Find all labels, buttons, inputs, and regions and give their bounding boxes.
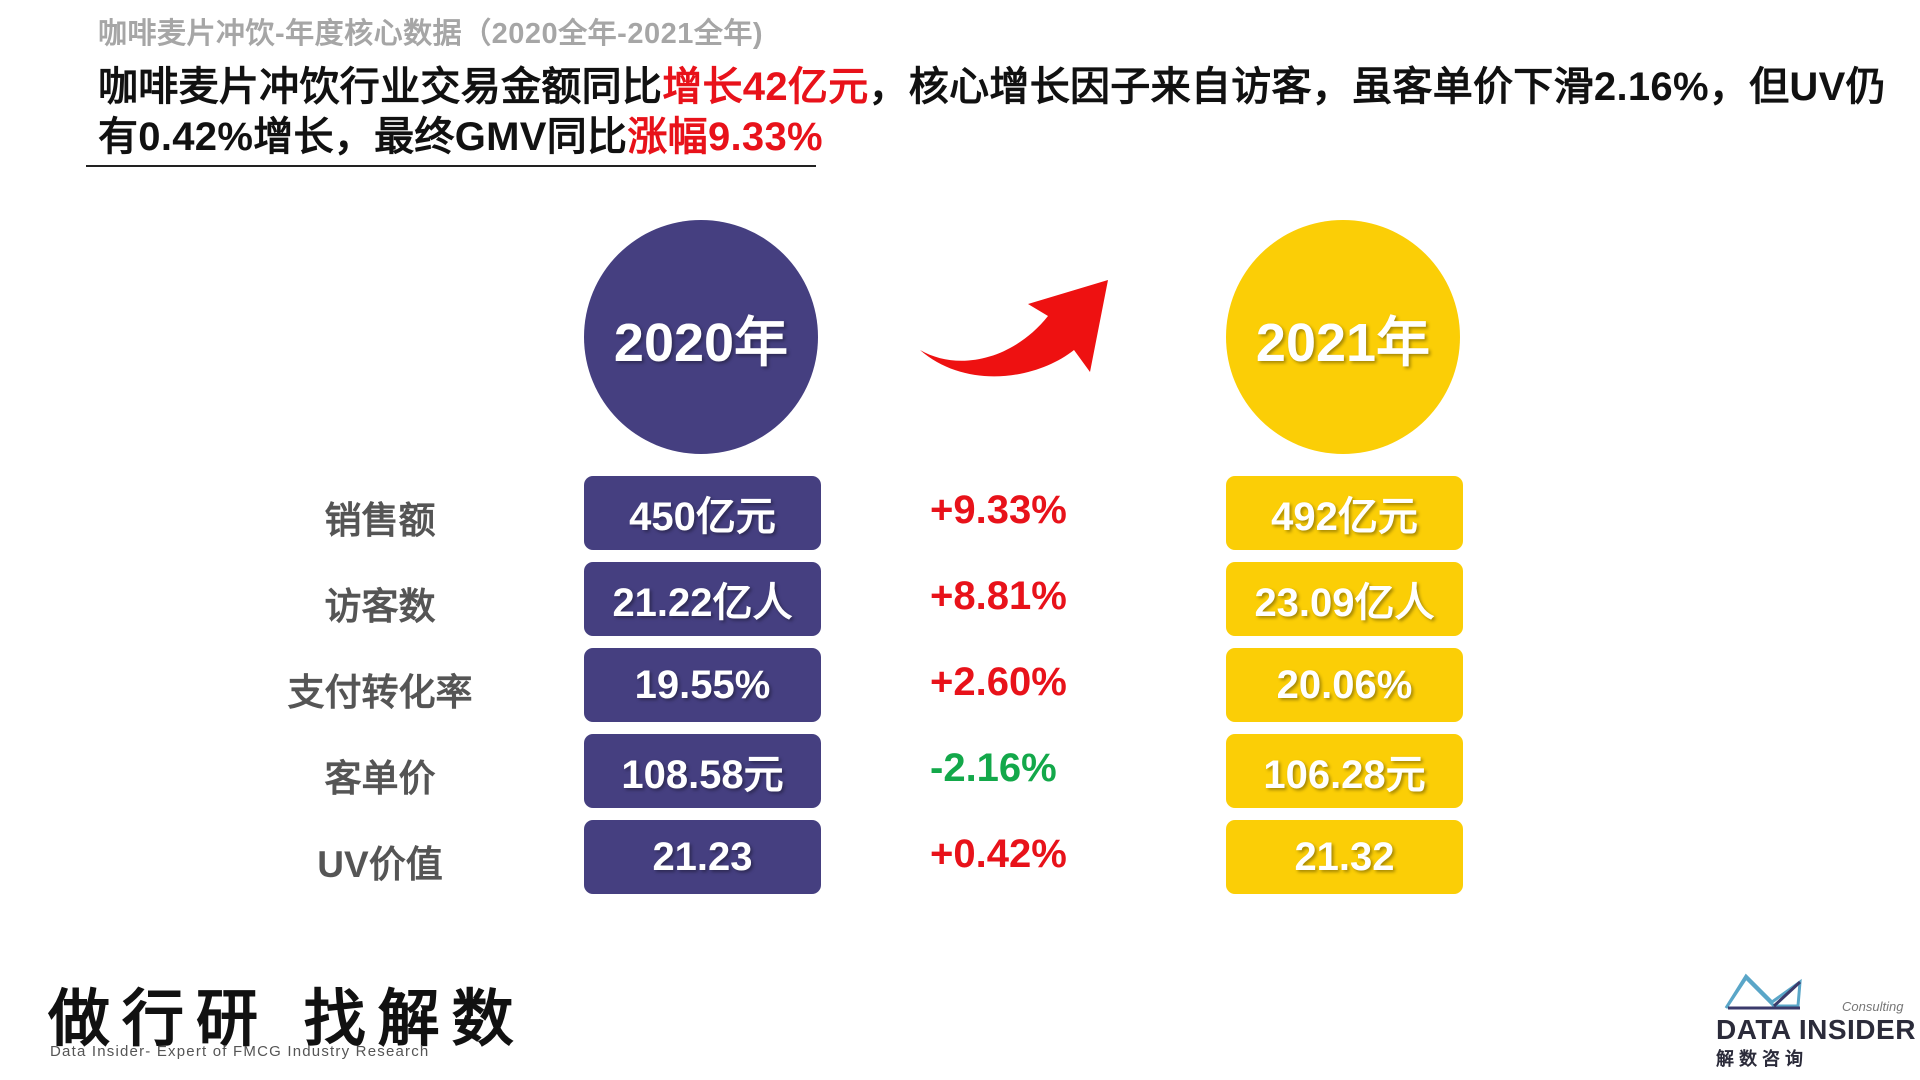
footer-tagline: Data Insider- Expert of FMCG Industry Re… [50, 1043, 430, 1060]
value-2021-unit-price: 106.28元 [1226, 734, 1463, 808]
value-2020-uv-value-text: 21.23 [652, 834, 753, 879]
brand-consulting-label: Consulting [1842, 999, 1904, 1014]
value-2020-conversion-text: 19.55% [634, 662, 771, 707]
header-underline [86, 165, 816, 167]
change-sales: +9.33% [930, 488, 1067, 532]
headline-text-2: ，核心增长因子来自访客，虽客单价下滑2.16%，但UV仍有0.42%增长，最终G… [98, 65, 1886, 159]
headline-text-1: 咖啡麦片冲饮行业交易金额同比 [98, 65, 663, 109]
metric-label-sales: 销售额 [324, 500, 436, 541]
year-2020-label: 2020年 [613, 312, 789, 373]
data-insider-logo-icon [1724, 973, 1802, 1010]
slide-headline: 咖啡麦片冲饮行业交易金额同比增长42亿元，核心增长因子来自访客，虽客单价下滑2.… [98, 62, 1898, 162]
value-2021-conversion-text: 20.06% [1276, 662, 1413, 707]
value-2020-visitors: 21.22亿人 [584, 562, 821, 636]
value-2021-uv-value: 21.32 [1226, 820, 1463, 894]
value-2021-sales: 492亿元 [1226, 476, 1463, 550]
value-2021-unit-price-text: 106.28元 [1263, 753, 1426, 797]
year-circle-2020: 2020年 [584, 220, 818, 454]
change-unit-price: -2.16% [930, 746, 1057, 790]
year-circle-2021: 2021年 [1226, 220, 1460, 454]
metric-label-uv-value: UV价值 [317, 844, 443, 885]
headline-highlight-growth: 增长42亿元 [662, 65, 869, 109]
value-2021-sales-text: 492亿元 [1271, 495, 1418, 539]
metric-label-unit-price: 客单价 [324, 758, 436, 799]
value-2020-unit-price: 108.58元 [584, 734, 821, 808]
brand-name: DATA INSIDER [1716, 1014, 1916, 1045]
value-2021-uv-value-text: 21.32 [1294, 834, 1395, 879]
year-2021-label: 2021年 [1255, 312, 1431, 373]
change-visitors: +8.81% [930, 574, 1067, 618]
value-2020-sales: 450亿元 [584, 476, 821, 550]
change-conversion: +2.60% [930, 660, 1067, 704]
value-2021-conversion: 20.06% [1226, 648, 1463, 722]
value-2020-sales-text: 450亿元 [629, 495, 776, 539]
value-2020-uv-value: 21.23 [584, 820, 821, 894]
value-2020-conversion: 19.55% [584, 648, 821, 722]
value-2020-visitors-text: 21.22亿人 [612, 581, 793, 625]
footer-slogan: 做行研 找解数 [48, 982, 526, 1055]
value-2020-unit-price-text: 108.58元 [621, 753, 784, 797]
value-2021-visitors: 23.09亿人 [1226, 562, 1463, 636]
headline-highlight-gmv: 涨幅9.33% [627, 115, 823, 159]
slide-subtitle: 咖啡麦片冲饮-年度核心数据（2020全年-2021全年) [98, 18, 763, 50]
change-uv-value: +0.42% [930, 832, 1067, 876]
growth-arrow-icon [920, 280, 1108, 377]
value-2021-visitors-text: 23.09亿人 [1254, 581, 1435, 625]
metric-label-conversion: 支付转化率 [287, 672, 473, 713]
brand-chinese-name: 解数咨询 [1716, 1049, 1808, 1069]
metric-label-visitors: 访客数 [324, 586, 436, 627]
